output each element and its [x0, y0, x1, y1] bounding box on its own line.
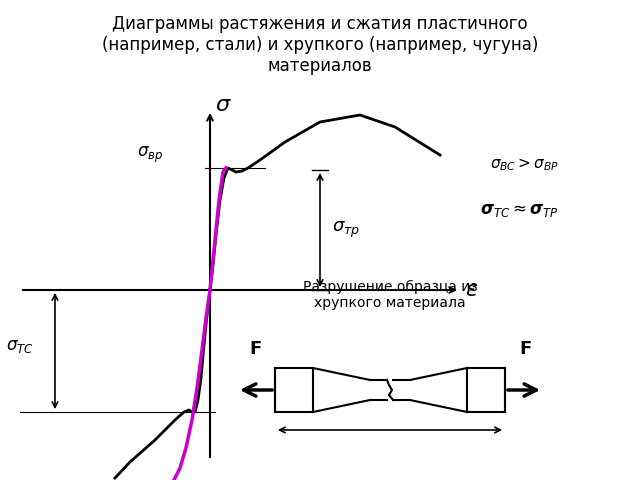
Text: Диаграммы растяжения и сжатия пластичного
(например, стали) и хрупкого (например: Диаграммы растяжения и сжатия пластичног… [102, 15, 538, 74]
Text: $\mathbf{F}$: $\mathbf{F}$ [518, 340, 531, 358]
Text: $\mathbf{F}$: $\mathbf{F}$ [248, 340, 261, 358]
Text: $\sigma_{тр}$: $\sigma_{тр}$ [332, 220, 360, 240]
Text: $\sigma_{TC}$: $\sigma_{TC}$ [6, 337, 34, 355]
Text: $\sigma$: $\sigma$ [215, 95, 232, 115]
Text: $\sigma_{\mathit{BC}} > \sigma_{\mathit{BP}}$: $\sigma_{\mathit{BC}} > \sigma_{\mathit{… [490, 156, 559, 173]
Bar [275, 368, 313, 412]
Text: $\sigma_{вр}$: $\sigma_{вр}$ [137, 145, 163, 165]
Text: Разрушение образца из
хрупкого материала: Разрушение образца из хрупкого материала [303, 280, 477, 310]
Text: $\varepsilon$: $\varepsilon$ [465, 280, 478, 300]
Text: $\boldsymbol{\sigma}_{TC} \approx \boldsymbol{\sigma}_{TP}$: $\boldsymbol{\sigma}_{TC} \approx \bolds… [480, 201, 559, 219]
Bar [467, 368, 505, 412]
